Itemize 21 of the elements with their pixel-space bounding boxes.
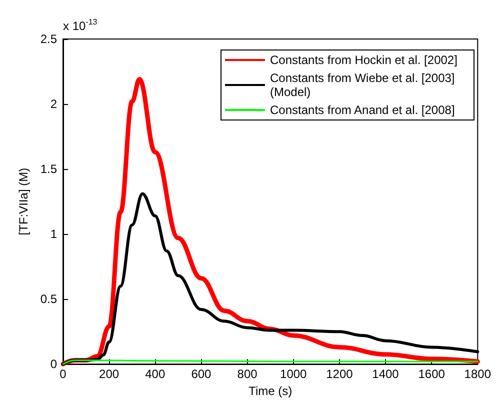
y-tick-label: 1.5 <box>40 162 58 176</box>
x-tick-label: 1000 <box>280 367 308 382</box>
y-tick-label: 2.5 <box>40 32 58 46</box>
x-tick-label: 1600 <box>418 367 446 382</box>
x-tick-label: 400 <box>145 367 166 382</box>
x-tick-label: 1200 <box>326 367 354 382</box>
y-tick-label: 1 <box>50 227 58 242</box>
y-axis-title: [TF:VIIa] (M) <box>16 168 30 236</box>
legend-label: Constants from Anand et al. [2008] <box>270 103 455 117</box>
x-axis-title: Time (s) <box>248 384 292 398</box>
x-tick-label: 1400 <box>372 367 400 382</box>
x-tick-label: 200 <box>99 367 120 382</box>
x-tick-label: 1800 <box>464 367 492 382</box>
y-tick-label: 2 <box>50 97 58 112</box>
x-tick-label: 0 <box>60 367 67 382</box>
x-tick-label: 600 <box>191 367 212 382</box>
y-tick-label: 0 <box>50 357 58 372</box>
x-tick-label: 800 <box>237 367 258 382</box>
legend-label: Constants from Wiebe et al. [2003] (Model) <box>270 71 458 99</box>
y-tick-label: 0.5 <box>40 292 58 306</box>
legend-label: Constants from Hockin et al. [2002] <box>270 53 458 67</box>
